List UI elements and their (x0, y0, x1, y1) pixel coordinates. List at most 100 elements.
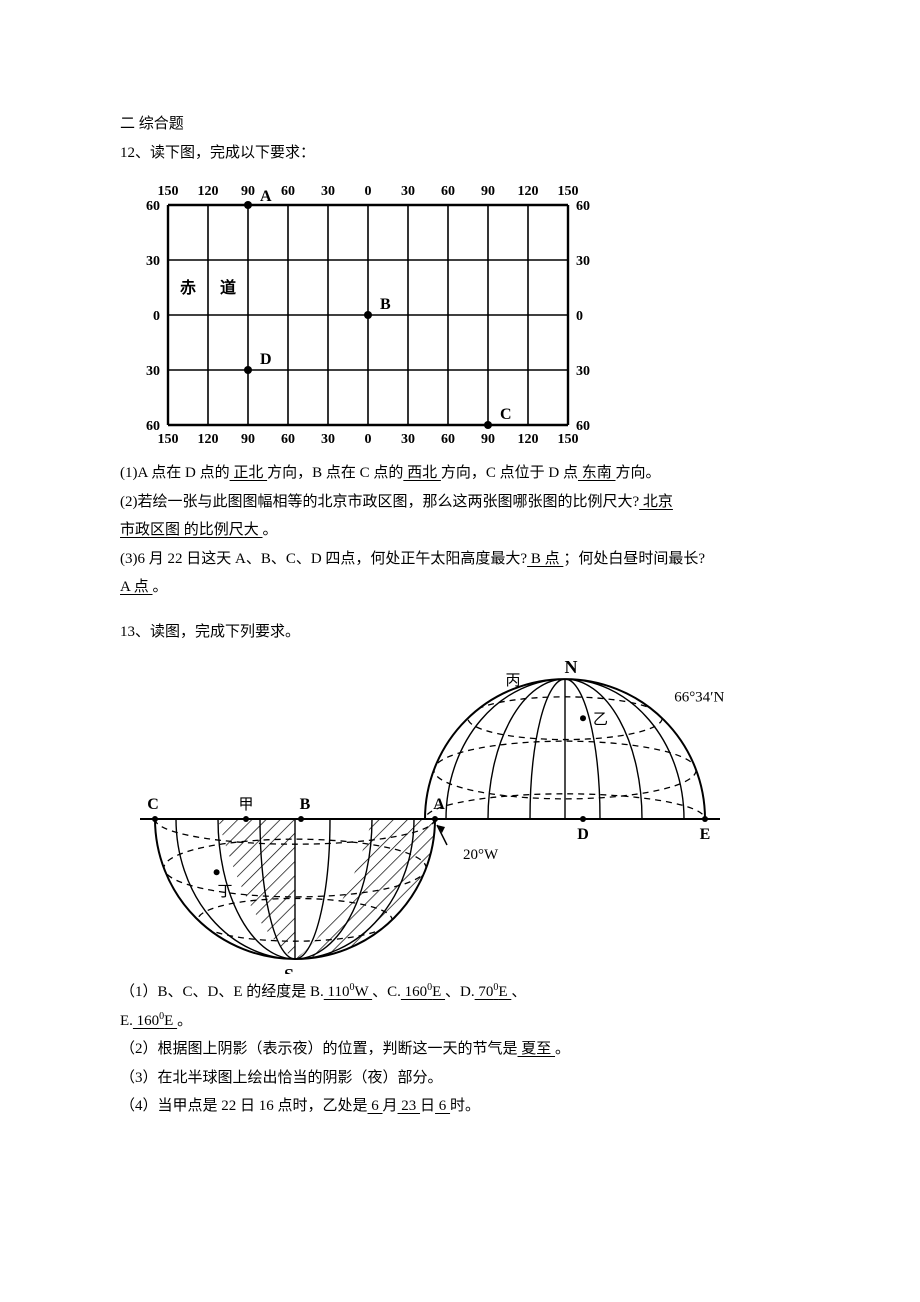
svg-text:赤: 赤 (180, 278, 196, 297)
svg-text:30: 30 (401, 184, 415, 199)
svg-text:150: 150 (158, 432, 179, 447)
q13-p1-t5: E. (120, 1013, 133, 1029)
q12-figure: 150 150 120 120 90 90 60 60 30 30 0 0 30 30 60 60 90 90 12… (120, 175, 800, 455)
svg-text:C: C (500, 406, 512, 423)
q12-prompt: 12、读下图，完成以下要求： (120, 139, 800, 168)
svg-text:E: E (700, 826, 711, 843)
q13-figure: C甲BA丁S20°WN丙66°34′N乙DE (120, 654, 800, 974)
q13-part1: （1）B、C、D、E 的经度是 B. 1100W 、C. 1600E 、D. 7… (120, 978, 800, 1007)
q13-p1-t2: 、C. (372, 984, 401, 1000)
svg-text:B: B (380, 296, 391, 313)
q13-p4-a1: 6 (368, 1098, 383, 1114)
q12-p1-t1: (1)A 点在 D 点的 (120, 465, 230, 481)
q12-grid-svg: 150 150 120 120 90 90 60 60 30 30 0 0 30 30 60 60 90 90 12… (120, 175, 590, 455)
svg-text:D: D (577, 826, 589, 843)
svg-text:0: 0 (365, 184, 372, 199)
q12-p1-t4: 方向。 (615, 465, 660, 481)
q12-p1-t3: 方向，C 点位于 D 点 (441, 465, 578, 481)
q13-p4-t1: （4）当甲点是 22 日 16 点时，乙处是 (120, 1098, 368, 1114)
q13-p2-t2: 。 (555, 1041, 570, 1057)
q12-p2-a1: 北京 (639, 494, 673, 510)
q13-p4-t3: 日 (420, 1098, 435, 1114)
svg-text:丁: 丁 (217, 884, 232, 900)
svg-text:60: 60 (576, 419, 590, 434)
q12-p2-a2: 市政区图 的比例尺大 (120, 522, 263, 538)
q12-part3: (3)6 月 22 日这天 A、B、C、D 四点，何处正午太阳高度最大? B 点… (120, 545, 800, 602)
q12-p3-t1: (3)6 月 22 日这天 A、B、C、D 四点，何处正午太阳高度最大? (120, 551, 527, 567)
q13-p4-t4: 时。 (450, 1098, 480, 1114)
q12-part1: (1)A 点在 D 点的 正北 方向，B 点在 C 点的 西北 方向，C 点位于… (120, 459, 800, 488)
svg-text:A: A (433, 796, 445, 813)
svg-text:30: 30 (576, 254, 590, 269)
q13-p4-a3: 6 (435, 1098, 450, 1114)
q13-prompt: 13、读图，完成下列要求。 (120, 618, 800, 647)
q13-p2-t1: （2）根据图上阴影（表示夜）的位置，判断这一天的节气是 (120, 1041, 518, 1057)
q13-part3: （3）在北半球图上绘出恰当的阴影（夜）部分。 (120, 1064, 800, 1093)
svg-text:C: C (147, 796, 159, 813)
q12-part2: (2)若绘一张与此图图幅相等的北京市政区图，那么这两张图哪张图的比例尺大? 北京… (120, 488, 800, 545)
svg-text:甲: 甲 (238, 797, 253, 813)
svg-text:120: 120 (518, 184, 539, 199)
svg-text:30: 30 (146, 364, 160, 379)
q13-part1b: E. 1600E 。 (120, 1007, 800, 1036)
q12-p2-t1: (2)若绘一张与此图图幅相等的北京市政区图，那么这两张图哪张图的比例尺大? (120, 494, 639, 510)
q12-p3-a2: A 点 (120, 579, 153, 595)
q12-p1-a1: 正北 (230, 465, 268, 481)
svg-text:90: 90 (481, 432, 495, 447)
q12-p2-t2: 。 (263, 522, 278, 538)
svg-text:60: 60 (441, 432, 455, 447)
section-heading: 二 综合题 (120, 110, 800, 139)
svg-text:道: 道 (220, 278, 236, 297)
q13-p1-t4: 、 (511, 984, 526, 1000)
svg-text:60: 60 (146, 199, 160, 214)
q12-p3-a1: B 点 (527, 551, 563, 567)
svg-text:30: 30 (576, 364, 590, 379)
q13-p1-aE: 1600E (133, 1013, 177, 1029)
q13-p1-t3: 、D. (445, 984, 475, 1000)
q13-part2: （2）根据图上阴影（表示夜）的位置，判断这一天的节气是 夏至 。 (120, 1035, 800, 1064)
svg-text:60: 60 (146, 419, 160, 434)
q13-diagram-svg: C甲BA丁S20°WN丙66°34′N乙DE (120, 654, 740, 974)
q13-p1-aD: 700E (475, 984, 512, 1000)
svg-text:60: 60 (281, 184, 295, 199)
q13-p4-t2: 月 (383, 1098, 398, 1114)
q12-p3-t3: 。 (153, 579, 168, 595)
q13-p1-t6: 。 (177, 1013, 192, 1029)
svg-text:90: 90 (241, 432, 255, 447)
svg-text:120: 120 (198, 184, 219, 199)
svg-text:0: 0 (153, 309, 160, 324)
q12-p1-a3: 东南 (578, 465, 616, 481)
svg-text:60: 60 (281, 432, 295, 447)
svg-text:30: 30 (401, 432, 415, 447)
svg-text:20°W: 20°W (463, 847, 499, 863)
q13-p4-a2: 23 (398, 1098, 421, 1114)
svg-text:66°34′N: 66°34′N (674, 689, 724, 705)
svg-text:乙: 乙 (593, 712, 608, 728)
q12-p1-t2: 方向，B 点在 C 点的 (267, 465, 403, 481)
svg-text:30: 30 (146, 254, 160, 269)
q13-p1-aB: 1100W (324, 984, 372, 1000)
q12-p3-t2: ；何处白昼时间最长? (563, 551, 705, 567)
svg-text:90: 90 (241, 184, 255, 199)
q13-p1-aC: 1600E (401, 984, 445, 1000)
svg-text:30: 30 (321, 184, 335, 199)
q13-p2-a1: 夏至 (518, 1041, 556, 1057)
svg-text:60: 60 (441, 184, 455, 199)
q13-p1-t1: （1）B、C、D、E 的经度是 B. (120, 984, 324, 1000)
svg-text:150: 150 (558, 184, 579, 199)
svg-text:0: 0 (576, 309, 583, 324)
svg-text:150: 150 (158, 184, 179, 199)
svg-text:150: 150 (558, 432, 579, 447)
q13-part4: （4）当甲点是 22 日 16 点时，乙处是 6 月 23 日 6 时。 (120, 1092, 800, 1121)
svg-text:90: 90 (481, 184, 495, 199)
svg-text:A: A (260, 188, 272, 205)
svg-text:0: 0 (365, 432, 372, 447)
q12-p1-a2: 西北 (403, 465, 441, 481)
svg-text:S: S (284, 965, 294, 974)
svg-text:D: D (260, 351, 272, 368)
svg-text:120: 120 (518, 432, 539, 447)
svg-text:120: 120 (198, 432, 219, 447)
svg-text:丙: 丙 (505, 673, 520, 689)
svg-text:B: B (300, 796, 311, 813)
svg-text:60: 60 (576, 199, 590, 214)
